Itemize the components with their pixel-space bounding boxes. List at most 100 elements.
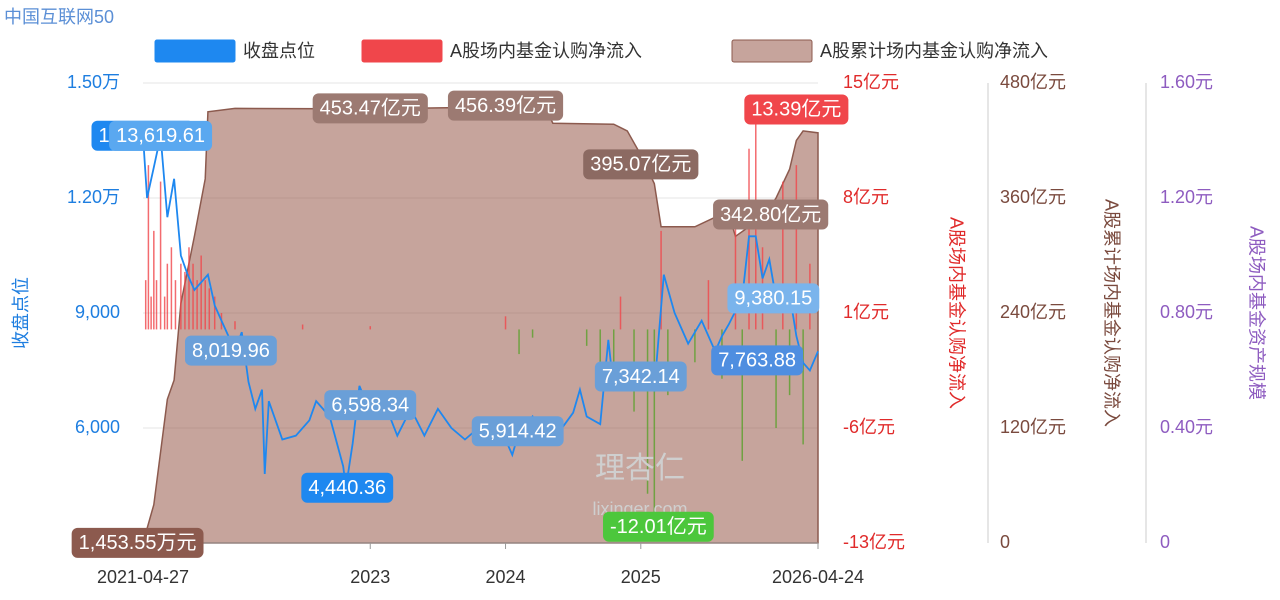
- annotation-label: 395.07亿元: [590, 153, 691, 176]
- chart-title: 中国互联网50: [4, 7, 114, 27]
- y2-tick-label: 8亿元: [843, 187, 889, 207]
- inflow-bar: [518, 329, 520, 355]
- inflow-bar: [612, 329, 615, 379]
- inflow-bar: [599, 329, 601, 363]
- legend-swatch: [361, 39, 443, 63]
- inflow-bar: [163, 296, 166, 330]
- annotation-label: -12.01亿元: [610, 515, 707, 538]
- annotation-box: [301, 472, 394, 503]
- annotation: -12.01亿元: [603, 511, 714, 542]
- inflow-bar: [188, 247, 190, 330]
- legend-label: A股累计场内基金认购净流入: [820, 41, 1048, 61]
- inflow-bar: [504, 316, 507, 330]
- y4-axis-label: A股场内基金资产规模: [1246, 226, 1266, 400]
- annotation-label: 456.39亿元: [455, 94, 556, 117]
- inflow-bar: [234, 321, 236, 330]
- inflow-bar: [646, 329, 649, 494]
- annotation: 342.80亿元: [713, 199, 829, 230]
- y2-tick-label: 15亿元: [843, 72, 899, 92]
- annotation-box: [109, 120, 213, 151]
- annotation: 9,380.15: [727, 283, 820, 314]
- annotation: 453.47亿元: [312, 93, 428, 124]
- inflow-bar: [200, 255, 202, 330]
- annotation-label: 7,763.88: [718, 350, 796, 372]
- annotation: 395.07亿元: [583, 149, 699, 180]
- legend-item: 收盘点位: [154, 39, 315, 63]
- inflow-bar: [782, 181, 784, 330]
- y3-tick-label: 360亿元: [1000, 187, 1066, 207]
- inflow-bar: [159, 181, 162, 330]
- annotation: 13.39亿元: [744, 94, 849, 125]
- annotation-label: 342.80亿元: [720, 203, 821, 226]
- y-tick-label: 6,000: [75, 417, 120, 437]
- annotation-label: 1,453.55万元: [79, 532, 197, 554]
- legend-swatch: [154, 39, 236, 63]
- legend-label: A股场内基金认购净流入: [450, 41, 642, 61]
- y2-tick-label: -6亿元: [843, 417, 895, 437]
- annotation: 13,619.61: [109, 120, 213, 151]
- legend-swatch: [731, 39, 813, 63]
- watermark: 理杏仁: [595, 452, 685, 485]
- annotation-box: [744, 94, 849, 125]
- y-axis-label: 收盘点位: [11, 277, 31, 349]
- annotation-box: [594, 361, 687, 392]
- inflow-bar: [153, 230, 155, 330]
- annotation: 1,453.55万元: [71, 527, 204, 558]
- annotation-label: 13,619.61: [116, 125, 205, 147]
- inflow-bar: [208, 288, 211, 330]
- inflow-bar: [192, 263, 194, 330]
- inflow-bar: [775, 329, 777, 428]
- y3-tick-label: 120亿元: [1000, 417, 1066, 437]
- inflow-bar: [795, 165, 798, 330]
- y-tick-label: 1.20万: [67, 187, 120, 207]
- inflow-bar: [741, 329, 743, 461]
- annotation-label: 7,342.14: [602, 366, 680, 388]
- x-tick-label: 2023: [350, 567, 390, 587]
- annotation-label: 453.47亿元: [320, 97, 421, 120]
- inflow-bar: [166, 263, 169, 330]
- annotation-box: [324, 390, 417, 421]
- inflow-bar: [619, 296, 622, 330]
- annotation-box: [583, 149, 699, 180]
- y4-tick-label: 1.20元: [1160, 187, 1213, 207]
- inflow-bar: [204, 280, 206, 330]
- inflow-bar: [707, 280, 710, 330]
- inflow-bar: [802, 329, 804, 445]
- legend-item: A股累计场内基金认购净流入: [731, 39, 1048, 63]
- cumulative-area: [142, 104, 819, 544]
- inflow-bar: [653, 329, 656, 527]
- annotation: 7,763.88: [711, 345, 804, 376]
- annotation-label: 4,440.36: [308, 477, 386, 499]
- inflow-bar: [196, 280, 198, 330]
- annotation-box: [471, 416, 564, 447]
- inflow-bar: [531, 329, 534, 338]
- y-tick-label: 9,000: [75, 302, 120, 322]
- inflow-bar: [150, 296, 152, 330]
- inflow-bar: [147, 165, 150, 330]
- inflow-bar: [174, 280, 177, 330]
- annotation-box: [603, 511, 714, 542]
- annotation-label: 8,019.96: [192, 340, 270, 362]
- inflow-bar: [184, 271, 186, 330]
- y4-tick-label: 0.80元: [1160, 302, 1213, 322]
- annotation-label: 13.39亿元: [751, 98, 841, 121]
- annotation-box: [713, 199, 829, 230]
- annotation: 7,342.14: [594, 361, 687, 392]
- annotation: 5,914.42: [471, 416, 564, 447]
- inflow-bar: [585, 329, 588, 346]
- y3-axis-label: A股累计场内基金认购净流入: [1101, 199, 1121, 427]
- inflow-bar: [301, 324, 304, 330]
- annotation-box: [184, 335, 277, 366]
- y4-tick-label: 0.40元: [1160, 417, 1213, 437]
- x-tick-label: 2025: [621, 567, 661, 587]
- annotation-box: [447, 90, 564, 121]
- annotation: 4,440.36: [301, 472, 394, 503]
- annotation-box: [727, 283, 820, 314]
- y3-tick-label: 0: [1000, 532, 1010, 552]
- y2-tick-label: -13亿元: [843, 532, 905, 552]
- y4-tick-label: 0: [1160, 532, 1170, 552]
- annotation: 6,598.34: [324, 390, 417, 421]
- x-tick-label: 2026-04-24: [772, 567, 864, 587]
- x-tick-label: 2024: [486, 567, 526, 587]
- x-tick-label: 2021-04-27: [97, 567, 189, 587]
